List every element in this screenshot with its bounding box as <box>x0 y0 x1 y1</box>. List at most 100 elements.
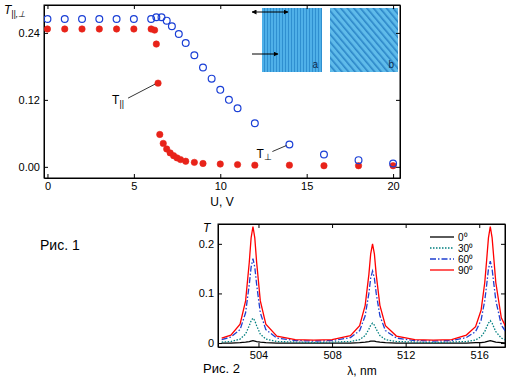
series-label: T⊥ <box>256 147 271 163</box>
tick-label: 0.1 <box>199 287 214 299</box>
axis-top <box>45 5 401 9</box>
tick-mark <box>220 5 221 9</box>
data-point <box>96 16 103 23</box>
tick-label: 0 <box>208 337 214 349</box>
axis-top <box>219 224 506 228</box>
tick-mark <box>307 174 308 178</box>
data-point <box>61 16 68 23</box>
inset-label: a <box>312 59 318 70</box>
label-leader <box>272 146 286 152</box>
legend-swatch <box>430 258 454 259</box>
data-point <box>96 26 102 32</box>
chart: ab051015200.000.120.24T||T⊥U, VT||,⊥Рис.… <box>4 3 401 253</box>
tick-mark <box>396 100 400 101</box>
axis-line <box>505 225 506 348</box>
y-axis-title: T <box>203 221 212 235</box>
tick: 0.00 <box>19 161 48 173</box>
tick-mark <box>501 293 505 294</box>
tick <box>393 5 394 9</box>
tick-mark <box>479 343 480 347</box>
tick: 10 <box>215 174 227 192</box>
data-point <box>44 26 50 32</box>
tick: 0.24 <box>19 27 48 39</box>
tick-mark <box>332 224 333 228</box>
legend-swatch <box>430 247 454 248</box>
data-point <box>79 16 86 23</box>
caption: Рис. 1 <box>40 237 80 253</box>
axis-line <box>400 6 401 179</box>
axis-left: 0 0.1 0.2 <box>199 225 222 350</box>
tick: 516 <box>471 343 489 361</box>
tick-mark <box>220 174 221 178</box>
tick-mark <box>396 167 400 168</box>
subscript: ||,⊥ <box>11 9 26 19</box>
data-point <box>153 41 159 47</box>
tick-mark <box>44 100 48 101</box>
data-line <box>222 226 505 340</box>
tick: 0.12 <box>19 94 48 106</box>
tick-mark <box>218 244 222 245</box>
data-point <box>355 157 362 164</box>
tick-mark <box>258 224 259 228</box>
axis-bottom: 0 5 10 15 20 <box>45 174 401 192</box>
data-point <box>175 31 182 38</box>
tick-mark <box>396 33 400 34</box>
data-point <box>226 96 233 103</box>
x-axis-title: λ, nm <box>347 364 376 378</box>
tick-label: 0.2 <box>199 238 214 250</box>
tick-mark <box>47 5 48 9</box>
caption: Рис. 2 <box>203 361 240 376</box>
axis-right <box>396 6 401 179</box>
tick-label: 20 <box>387 180 399 192</box>
legend-label: 0⁰ <box>458 232 468 243</box>
axis-line <box>218 225 219 348</box>
chart: 50450851251600.10.20⁰30⁰60⁰90⁰λ, nmTРис.… <box>199 221 507 378</box>
data-point <box>234 105 241 112</box>
tick-label: 15 <box>301 180 313 192</box>
data-point <box>252 162 258 168</box>
series-label: T|| <box>112 93 124 109</box>
tick: 0 <box>45 174 51 192</box>
data-line <box>222 318 505 342</box>
x-axis-title: U, V <box>210 195 233 209</box>
data-point <box>155 80 161 86</box>
legend-label: 60⁰ <box>458 254 473 265</box>
tick: 0 <box>208 337 222 349</box>
tick-mark <box>134 174 135 178</box>
data-point <box>321 163 327 169</box>
tick-mark <box>44 33 48 34</box>
tick-mark <box>501 244 505 245</box>
legend-swatch <box>430 236 454 237</box>
figure: ab051015200.000.120.24T||T⊥U, VT||,⊥Рис.… <box>0 0 514 378</box>
tick-label: 10 <box>215 180 227 192</box>
tick <box>396 33 400 34</box>
data-point <box>286 141 293 148</box>
axis-left: 0.00 0.12 0.24 <box>19 6 48 179</box>
tick <box>332 224 333 228</box>
tick: 5 <box>131 174 137 192</box>
axis-line <box>219 224 506 225</box>
tick <box>501 244 505 245</box>
tick-mark <box>307 5 308 9</box>
tick <box>258 224 259 228</box>
axis-line <box>44 6 45 179</box>
legend-label: 30⁰ <box>458 243 473 254</box>
inset-image <box>330 8 398 72</box>
tick-mark <box>393 5 394 9</box>
plot-area <box>222 226 505 343</box>
tick <box>501 293 505 294</box>
tick: 504 <box>250 343 268 361</box>
tick <box>396 100 400 101</box>
data-point <box>183 158 189 164</box>
data-point <box>163 17 170 24</box>
tick: 0.2 <box>199 238 222 250</box>
data-point <box>182 40 189 47</box>
data-point <box>217 86 224 93</box>
tick: 20 <box>387 174 399 192</box>
tick <box>134 5 135 9</box>
data-point <box>321 151 328 158</box>
tick-mark <box>258 343 259 347</box>
tick-mark <box>47 174 48 178</box>
tick: 512 <box>397 343 415 361</box>
tick <box>406 224 407 228</box>
